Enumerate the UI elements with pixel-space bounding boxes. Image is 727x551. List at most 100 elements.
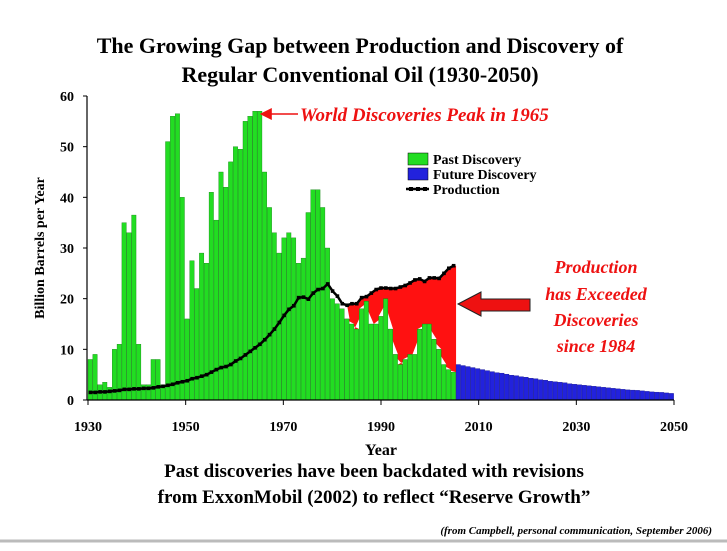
legend: Past Discovery Future Discovery Producti… (406, 152, 537, 198)
production-point (175, 380, 180, 385)
future-discovery-bars (455, 364, 674, 401)
future-discovery-bar (538, 379, 544, 401)
past-discovery-bar (170, 116, 175, 401)
future-discovery-bar (649, 391, 655, 401)
past-discovery-bar (271, 232, 277, 401)
x-axis-ticks: 1930 1950 1970 1990 2010 2030 2050 (74, 400, 688, 435)
production-point (161, 384, 165, 389)
past-discovery-bar (237, 149, 243, 401)
production-point (451, 263, 456, 268)
future-discovery-bar (644, 391, 650, 401)
future-discovery-bar (606, 387, 611, 401)
legend-label-future: Future Discovery (433, 168, 537, 183)
production-point (398, 285, 403, 289)
production-point (146, 386, 151, 391)
peak-annotation: World Discoveries Peak in 1965 (300, 105, 549, 126)
exceeded-annotation-line3: Discoveries (553, 310, 639, 330)
production-point (321, 286, 325, 291)
production-point (88, 390, 93, 395)
future-discovery-bar (514, 375, 519, 401)
production-point (190, 376, 194, 381)
production-point (384, 286, 388, 290)
future-discovery-bar (572, 384, 577, 401)
production-point (262, 337, 267, 342)
future-discovery-bar (664, 392, 669, 401)
future-discovery-bar (567, 383, 573, 401)
legend-swatch-past (407, 152, 429, 166)
past-discovery-bar (204, 263, 209, 401)
future-discovery-bar (586, 385, 592, 401)
production-point (359, 295, 364, 300)
subtitle-line1: Past discoveries have been backdated wit… (164, 461, 584, 482)
production-point (219, 365, 223, 370)
future-discovery-bar (596, 386, 602, 401)
chart-title-line1: The Growing Gap between Production and D… (97, 33, 624, 58)
future-discovery-bar (552, 381, 558, 401)
legend-marker-production-3 (423, 187, 427, 191)
past-discovery-bar (339, 308, 345, 401)
y-tick-label: 20 (60, 293, 74, 308)
production-point (185, 378, 190, 383)
future-discovery-bar (518, 376, 524, 401)
past-discovery-bar (373, 323, 379, 401)
x-tick-label: 2010 (465, 420, 493, 435)
past-discovery-bar (334, 303, 340, 401)
past-discovery-bar (325, 247, 330, 401)
future-discovery-bar (543, 380, 548, 401)
production-point (301, 295, 306, 299)
past-discovery-bar (315, 189, 321, 401)
future-discovery-bar (562, 382, 568, 401)
production-point (180, 379, 185, 384)
production-point (296, 295, 301, 300)
production-point (413, 278, 417, 282)
past-discovery-bar (431, 339, 437, 401)
past-discovery-bar (150, 359, 156, 401)
x-tick-label: 2050 (660, 420, 688, 435)
chart-title-line2: Regular Conventional Oil (1930-2050) (181, 62, 538, 87)
production-point (151, 386, 156, 390)
production-point (141, 386, 146, 391)
production-point (233, 359, 238, 363)
x-tick-label: 1990 (367, 420, 395, 435)
past-discovery-bar (446, 369, 452, 401)
future-discovery-bar (668, 393, 674, 401)
production-point (422, 279, 427, 284)
x-tick-label: 1930 (74, 420, 102, 435)
future-discovery-bar (460, 365, 466, 401)
production-point (408, 281, 412, 285)
future-discovery-bar (630, 389, 636, 401)
future-discovery-bar (659, 392, 665, 401)
production-point (214, 367, 219, 372)
future-discovery-bar (465, 366, 471, 401)
production-point (374, 287, 378, 292)
production-point (204, 372, 209, 377)
y-tick-label: 40 (60, 191, 74, 206)
future-discovery-bar (610, 388, 616, 401)
x-axis-label: Year (365, 442, 397, 459)
future-discovery-bar (601, 387, 606, 401)
exceeded-annotation-arrow (456, 291, 531, 317)
future-discovery-bar (523, 377, 529, 401)
future-discovery-bar (455, 364, 461, 401)
past-discovery-bar (257, 111, 263, 401)
production-point (388, 286, 393, 291)
past-discovery-bar (344, 318, 350, 401)
production-point (447, 266, 451, 271)
production-point (292, 303, 296, 308)
past-discovery-bar (286, 232, 292, 401)
past-discovery-bar (402, 359, 408, 401)
past-discovery-bar (155, 359, 161, 401)
production-point (258, 342, 262, 347)
production-point (195, 375, 199, 380)
x-tick-label: 1970 (269, 420, 297, 435)
production-point (243, 353, 248, 357)
production-point (403, 283, 408, 288)
past-discovery-bars (87, 111, 456, 401)
production-point (200, 374, 204, 378)
y-tick-label: 30 (60, 242, 74, 257)
past-discovery-bar (165, 141, 171, 401)
production-point (354, 301, 359, 306)
past-discovery-bar (368, 323, 374, 401)
production-point (432, 276, 437, 280)
